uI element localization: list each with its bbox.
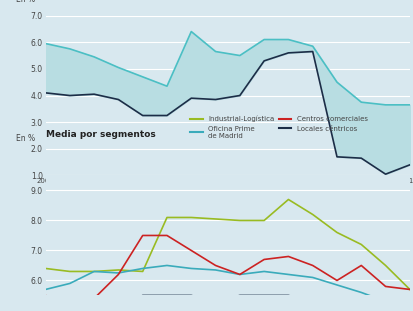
Legend: Industrial-Logística, Oficina Prime
de Madrid, Centros comerciales, Locales cént: Industrial-Logística, Oficina Prime de M… xyxy=(187,113,370,142)
Text: En %: En % xyxy=(17,133,36,142)
Text: Media por segmentos: Media por segmentos xyxy=(45,130,155,139)
Text: En %: En % xyxy=(17,0,36,4)
